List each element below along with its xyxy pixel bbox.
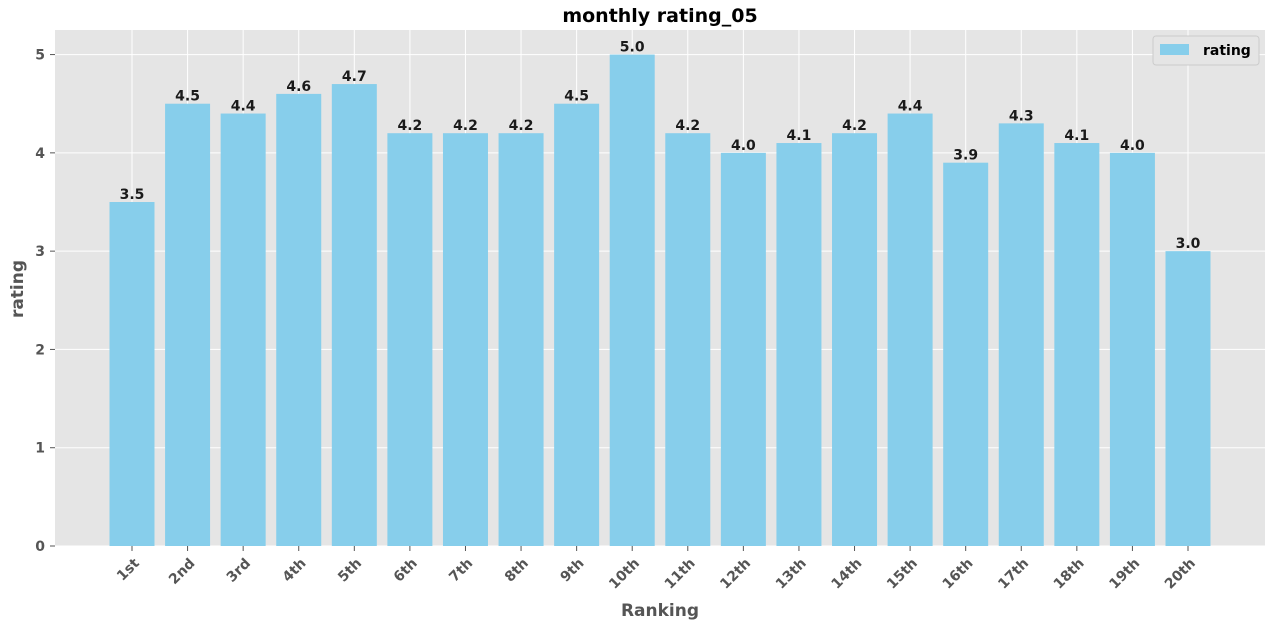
y-tick-label: 3 [35, 244, 45, 260]
bar-value-label: 4.4 [898, 99, 923, 115]
bar [276, 93, 322, 546]
bar-value-label: 4.7 [342, 69, 367, 85]
bar [498, 133, 544, 546]
x-tick-label: 9th [557, 556, 587, 586]
bar-value-label: 4.2 [397, 118, 422, 134]
bar [109, 202, 155, 546]
bar-value-label: 4.2 [675, 118, 700, 134]
bar-value-label: 4.1 [787, 128, 812, 144]
y-axis-ticks: 0 1 2 3 4 5 [35, 48, 55, 555]
bar-value-label: 4.1 [1064, 128, 1089, 144]
y-tick-label: 4 [35, 146, 45, 162]
legend-label: rating [1203, 43, 1251, 59]
x-tick-label: 18th [1051, 556, 1088, 593]
x-tick-label: 20th [1162, 556, 1199, 593]
x-tick-label: 5th [335, 556, 365, 586]
legend-swatch [1160, 44, 1189, 55]
x-tick-label: 4th [280, 556, 310, 586]
x-tick-label: 8th [502, 556, 532, 586]
x-tick-label: 10th [606, 556, 643, 593]
bars [109, 54, 1211, 547]
y-tick-label: 0 [35, 539, 45, 555]
x-tick-label: 7th [446, 556, 476, 586]
bar-value-label: 3.9 [953, 148, 978, 164]
x-tick-label: 6th [391, 556, 421, 586]
bar [665, 133, 711, 546]
x-tick-label: 19th [1106, 556, 1143, 593]
bar [609, 54, 655, 546]
x-axis-label: Ranking [621, 601, 699, 621]
x-tick-label: 2nd [166, 556, 198, 588]
bar [442, 133, 488, 546]
y-tick-label: 2 [35, 342, 45, 358]
x-tick-label: 12th [717, 556, 754, 593]
y-axis-label: rating [8, 260, 28, 318]
bar [887, 113, 933, 547]
bar-value-label: 4.0 [731, 138, 756, 154]
bar-value-label: 4.5 [564, 89, 589, 105]
chart-title: monthly rating_05 [562, 5, 757, 27]
x-axis-ticks: 1st 2nd 3rd 4th 5th 6th 7th 8th 9th 10th 11th 12th 1… [114, 546, 1199, 592]
bar [554, 103, 600, 546]
bar-value-label: 5.0 [620, 40, 645, 56]
bar [720, 152, 766, 546]
bar-value-label: 4.3 [1009, 108, 1034, 124]
x-tick-label: 11th [662, 556, 699, 593]
bar-value-label: 4.0 [1120, 138, 1145, 154]
bar [331, 84, 377, 547]
x-tick-label: 13th [773, 556, 810, 593]
bar-value-label: 3.5 [120, 187, 145, 203]
y-tick-label: 1 [35, 441, 45, 457]
bar-labels: 3.5 4.5 4.4 4.6 4.7 4.2 4.2 4.2 4.5 5.0 4.2 4.0 4.1 4… [120, 40, 1201, 253]
bar [165, 103, 211, 546]
x-tick-label: 3rd [224, 556, 254, 586]
bar-value-label: 4.4 [231, 99, 256, 115]
bar [943, 162, 989, 546]
x-tick-label: 15th [884, 556, 921, 593]
bar-value-label: 4.2 [509, 118, 534, 134]
legend: rating [1152, 35, 1260, 66]
bar [998, 123, 1044, 546]
bar-value-label: 3.0 [1176, 236, 1201, 252]
x-tick-label: 14th [828, 556, 865, 593]
bar [832, 133, 878, 546]
x-tick-label: 17th [995, 556, 1032, 593]
bar [387, 133, 433, 546]
y-tick-label: 5 [35, 48, 45, 64]
bar-value-label: 4.2 [453, 118, 478, 134]
bar [220, 113, 266, 547]
bar-value-label: 4.2 [842, 118, 867, 134]
bar [1165, 251, 1211, 546]
legend-box [1152, 35, 1260, 66]
x-tick-label: 1st [114, 555, 143, 584]
bar-value-label: 4.6 [286, 79, 311, 95]
bar [1054, 143, 1100, 546]
bar [1109, 152, 1155, 546]
x-tick-label: 16th [940, 556, 977, 593]
bar [776, 143, 822, 546]
bar-value-label: 4.5 [175, 89, 200, 105]
